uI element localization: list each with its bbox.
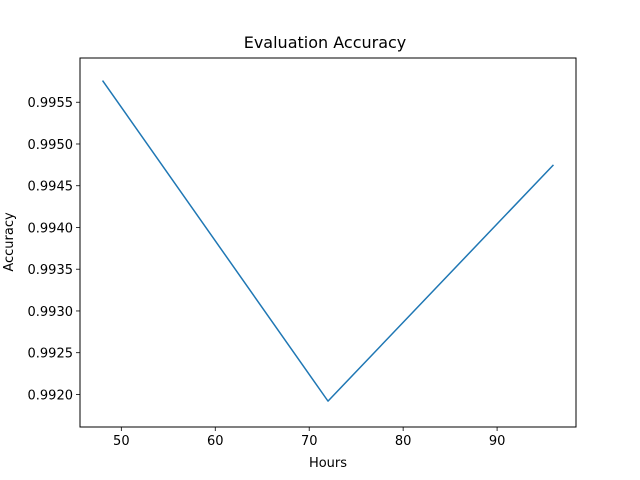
y-tick-label: 0.9920: [28, 388, 74, 403]
y-tick-label: 0.9945: [28, 180, 74, 195]
x-tick-label: 60: [207, 434, 224, 449]
y-tick-label: 0.9935: [28, 263, 74, 278]
y-tick-label: 0.9950: [28, 138, 74, 153]
y-axis-label: Accuracy: [2, 212, 17, 272]
x-axis-label: Hours: [309, 456, 347, 471]
x-tick-label: 90: [489, 434, 506, 449]
plot-area-frame: [79, 57, 577, 428]
x-tick-label: 80: [395, 434, 412, 449]
chart-title: Evaluation Accuracy: [244, 33, 407, 52]
y-tick-label: 0.9930: [28, 305, 74, 320]
x-tick-label: 70: [301, 434, 318, 449]
y-tick-label: 0.9955: [28, 96, 74, 111]
y-tick-label: 0.9940: [28, 221, 74, 236]
x-tick-label: 50: [113, 434, 130, 449]
series-line-0: [101, 80, 554, 402]
y-tick-label: 0.9925: [28, 347, 74, 362]
